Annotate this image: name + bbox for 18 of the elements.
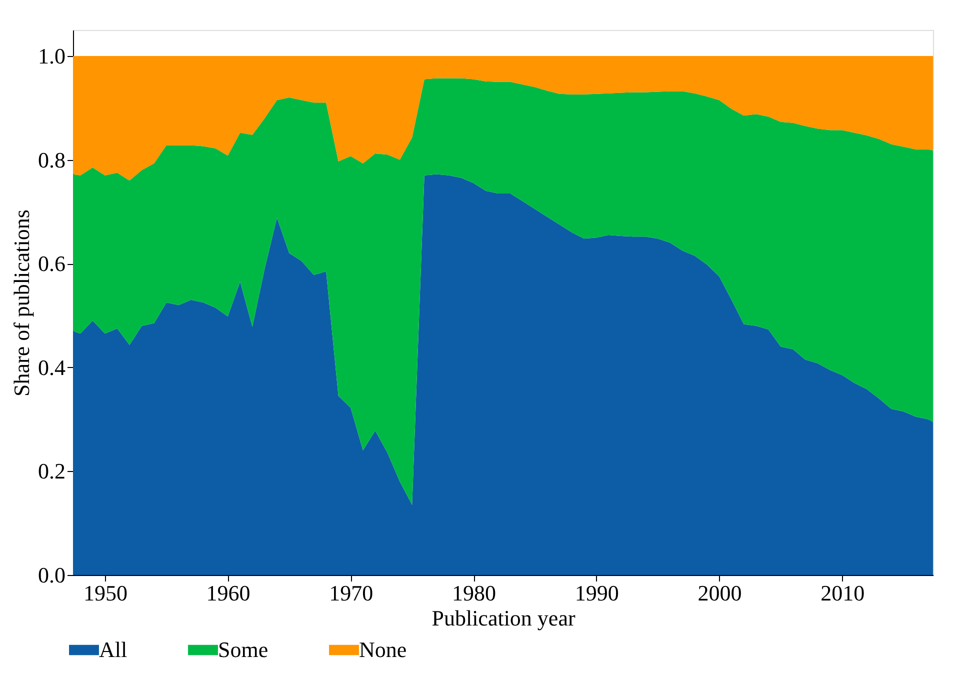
x-tick-label: 1950 — [83, 580, 128, 606]
x-tick-label: 2000 — [698, 580, 742, 606]
y-tick-label: 1.0 — [38, 43, 66, 68]
x-axis-title: Publication year — [432, 606, 576, 630]
x-tick-label: 1970 — [329, 580, 374, 606]
y-tick-label: 0.4 — [38, 354, 66, 380]
y-tick-label: 0.6 — [38, 251, 66, 276]
y-axis-title: Share of publications — [9, 210, 34, 396]
legend-label: None — [359, 637, 407, 662]
y-tick-label: 0.0 — [38, 562, 66, 588]
x-tick-label: 2010 — [820, 580, 865, 606]
x-tick-label: 1980 — [452, 580, 496, 606]
y-tick-label: 0.2 — [38, 458, 66, 484]
x-tick-label: 1990 — [574, 580, 619, 606]
y-tick-label: 0.8 — [38, 147, 66, 172]
legend-label: Some — [218, 637, 268, 662]
legend-label: All — [99, 637, 128, 662]
x-tick-label: 1960 — [206, 580, 250, 606]
